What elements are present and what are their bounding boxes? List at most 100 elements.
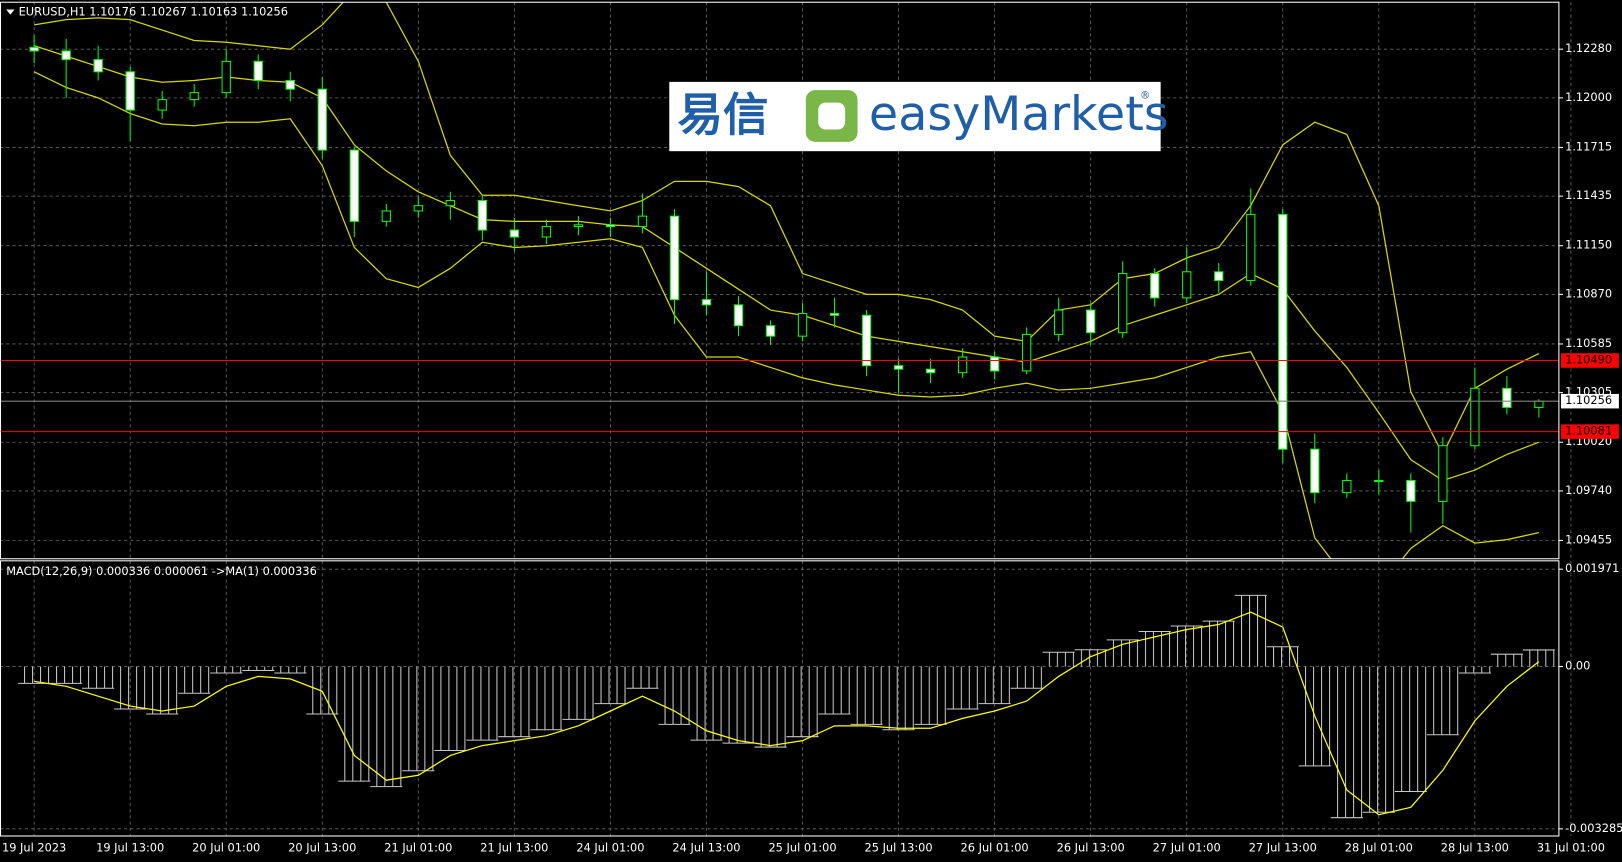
candle-body xyxy=(189,92,199,101)
macd-bar xyxy=(978,666,1011,704)
candle-body xyxy=(1118,273,1128,334)
price-plot xyxy=(0,2,1559,559)
bollinger-band xyxy=(33,45,1540,482)
candle-body xyxy=(509,229,520,238)
macd-bar xyxy=(914,666,947,725)
candle-body xyxy=(1053,309,1064,335)
candle-body xyxy=(1246,213,1256,282)
candle-body xyxy=(1150,273,1160,299)
candle-body xyxy=(157,99,167,111)
price-panel-border xyxy=(0,1,1560,560)
candle-body xyxy=(1182,271,1192,299)
x-tick-label: 25 Jul 13:00 xyxy=(865,840,933,854)
candle-body xyxy=(1278,213,1288,450)
candle-body xyxy=(1406,479,1416,502)
candle-body xyxy=(637,215,648,228)
macd-bar xyxy=(1330,666,1363,818)
macd-bar xyxy=(1426,666,1459,735)
symbol-menu-arrow[interactable] xyxy=(6,9,15,15)
candle-body xyxy=(605,224,616,228)
candle-body xyxy=(957,356,968,374)
candle-body xyxy=(29,46,39,52)
macd-bar xyxy=(466,666,499,741)
macd-bar xyxy=(626,666,659,689)
x-tick-label: 26 Jul 01:00 xyxy=(961,840,1029,854)
logo-icon-inner xyxy=(818,102,846,130)
level-label: 1.10490 xyxy=(1565,352,1612,366)
candle-body xyxy=(381,210,391,222)
candle-body xyxy=(1342,479,1352,494)
candle-body xyxy=(1534,400,1544,408)
macd-bar xyxy=(690,666,723,741)
macd-bar xyxy=(1202,621,1235,667)
candle-body xyxy=(349,149,359,222)
candle-body xyxy=(733,304,744,327)
candle-body xyxy=(797,313,808,337)
macd-bar xyxy=(594,666,627,704)
y-tick-label: 1.09740 xyxy=(1565,483,1612,497)
candle-body xyxy=(61,50,71,61)
logo-background xyxy=(669,81,1161,152)
macd-bar xyxy=(786,666,819,737)
macd-bar xyxy=(850,666,883,725)
candle-body xyxy=(765,325,776,337)
macd-bar xyxy=(498,666,531,737)
macd-bar xyxy=(402,666,435,771)
y-tick-label: -0.003285 xyxy=(1565,821,1622,835)
macd-bar xyxy=(50,666,83,684)
macd-bar xyxy=(946,666,979,710)
logo: 易信 easyMarkets ® xyxy=(669,81,1169,152)
candle-body xyxy=(829,313,840,316)
candle-body xyxy=(1214,271,1224,282)
macd-bar xyxy=(114,666,147,710)
candle-body xyxy=(1374,479,1384,483)
y-tick-label: 1.10870 xyxy=(1565,286,1612,300)
macd-bar xyxy=(1234,595,1267,667)
x-tick-label: 24 Jul 13:00 xyxy=(672,840,740,854)
candle-body xyxy=(285,79,295,90)
macd-bar xyxy=(18,666,51,684)
macd-title: MACD(12,26,9) 0.000336 0.000061 ->MA(1) … xyxy=(6,564,317,578)
axes: 1.12280 1.12000 1.11715 1.11435 1.11150 1.108… xyxy=(2,41,1622,854)
candle-body xyxy=(1470,387,1480,447)
candle-body xyxy=(861,314,872,367)
x-tick-label: 25 Jul 01:00 xyxy=(768,840,836,854)
candle-body xyxy=(1502,387,1512,408)
candle-body xyxy=(317,88,327,151)
macd-bar xyxy=(1394,666,1427,792)
x-tick-label: 21 Jul 13:00 xyxy=(480,840,548,854)
candle-body xyxy=(541,226,552,238)
logo-chinese: 易信 xyxy=(678,89,769,142)
candle-body xyxy=(893,365,904,370)
x-tick-label: 24 Jul 01:00 xyxy=(576,840,644,854)
candle-body xyxy=(445,199,455,207)
candle-body xyxy=(125,71,135,111)
x-tick-label: 21 Jul 01:00 xyxy=(384,840,452,854)
macd-bar xyxy=(146,666,179,714)
candle-body xyxy=(1438,445,1448,502)
macd-bar xyxy=(1170,626,1203,667)
logo-brand: easyMarkets xyxy=(869,87,1169,142)
y-tick-label: 1.11435 xyxy=(1565,188,1612,202)
signal-line xyxy=(34,611,1540,816)
macd-bar xyxy=(1458,666,1491,673)
macd-bar xyxy=(882,666,915,730)
y-tick-label: 1.09455 xyxy=(1565,532,1612,546)
x-tick-label: 28 Jul 01:00 xyxy=(1345,840,1413,854)
macd-bar xyxy=(658,666,691,725)
x-tick-label: 27 Jul 13:00 xyxy=(1249,840,1317,854)
candle-body xyxy=(1086,309,1096,334)
macd-bar xyxy=(1010,666,1043,689)
candle-body xyxy=(477,199,488,231)
macd-bar xyxy=(530,666,563,730)
candle-body xyxy=(1021,333,1032,372)
macd-bar xyxy=(722,666,755,744)
x-tick-label: 19 Jul 13:00 xyxy=(96,840,164,854)
x-tick-label: 31 Jul 01:00 xyxy=(1537,840,1605,854)
macd-panel-border xyxy=(0,560,1560,837)
macd-bar xyxy=(242,666,275,671)
candle-body xyxy=(701,299,712,306)
macd-bar xyxy=(370,666,403,787)
candle-body xyxy=(253,60,263,82)
candle-body xyxy=(989,356,1000,372)
